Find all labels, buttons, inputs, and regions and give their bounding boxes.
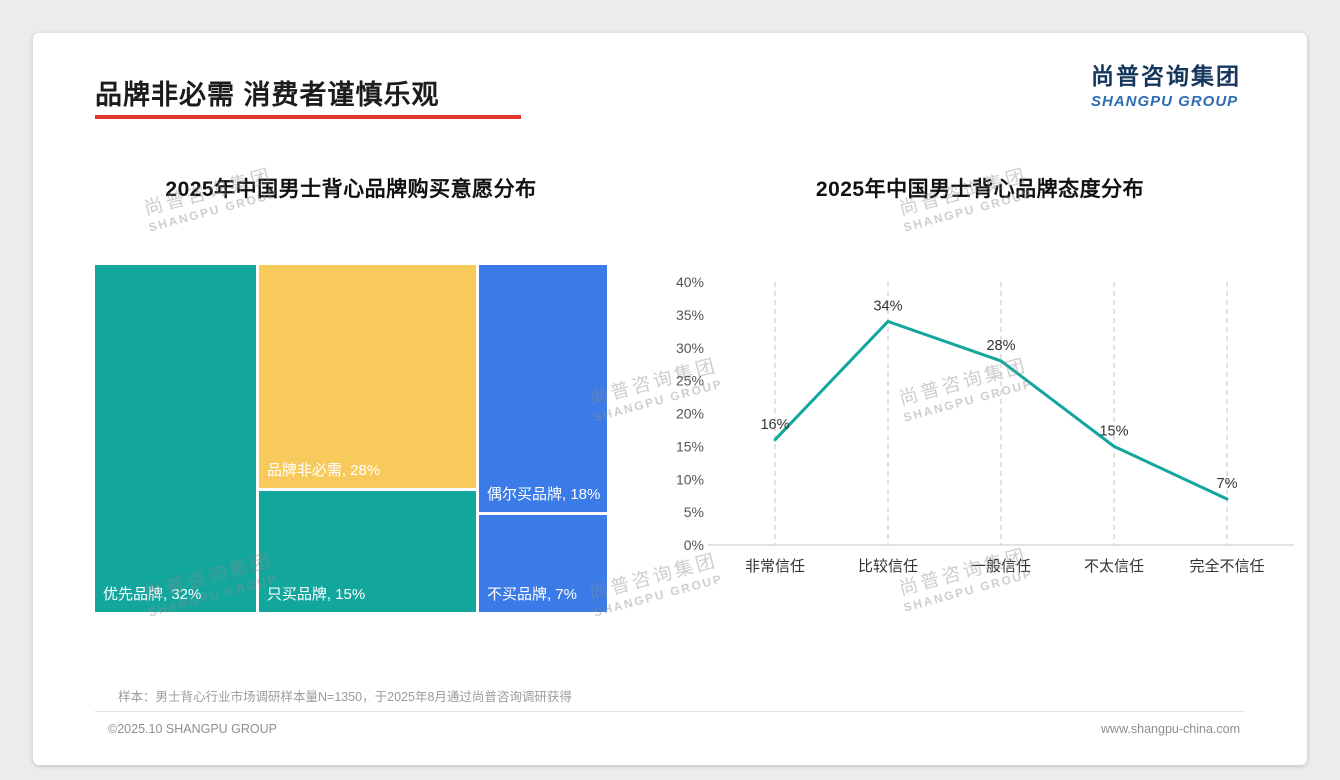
x-category-label: 完全不信任	[1189, 557, 1264, 575]
footer-divider	[95, 711, 1245, 712]
treemap-block-2: 偶尔买品牌, 18%	[479, 265, 607, 512]
y-tick-label: 30%	[676, 340, 704, 356]
title-underline	[95, 115, 521, 119]
data-point-label: 16%	[760, 417, 789, 433]
data-point-label: 15%	[1099, 423, 1128, 439]
treemap-block-3: 只买品牌, 15%	[258, 490, 476, 612]
trend-line	[773, 319, 1229, 501]
page-title: 品牌非必需 消费者谨慎乐观	[95, 80, 440, 110]
slide-card: 品牌非必需 消费者谨慎乐观 尚普咨询集团 SHANGPU GROUP 2025年…	[33, 33, 1307, 765]
data-point-label: 7%	[1217, 476, 1238, 492]
company-logo: 尚普咨询集团 SHANGPU GROUP	[1091, 57, 1241, 110]
y-tick-label: 40%	[676, 274, 704, 290]
treemap-block-label: 偶尔买品牌, 18%	[487, 485, 601, 503]
treemap-block-label: 不买品牌, 7%	[487, 585, 578, 603]
y-tick-label: 25%	[676, 373, 704, 389]
y-tick-label: 15%	[676, 438, 704, 454]
treemap-block-label: 优先品牌, 32%	[103, 585, 202, 603]
data-point-label: 28%	[986, 338, 1015, 354]
treemap-chart: 优先品牌, 32% 品牌非必需, 28% 只买品牌, 15% 偶尔买品牌, 18% 不买…	[95, 265, 607, 612]
y-tick-label: 10%	[676, 471, 704, 487]
y-tick-label: 20%	[676, 406, 704, 422]
y-tick-label: 35%	[676, 307, 704, 323]
y-tick-label: 5%	[684, 504, 704, 520]
x-category-label: 一般信任	[971, 558, 1031, 575]
data-point-label: 34%	[873, 298, 902, 314]
treemap-block-1: 品牌非必需, 28%	[258, 265, 476, 488]
footer-copyright: ©2025.10 SHANGPU GROUP	[108, 722, 277, 736]
treemap-block-label: 只买品牌, 15%	[266, 585, 366, 603]
logo-cn-text: 尚普咨询集团	[1091, 63, 1241, 89]
treemap-block-0: 优先品牌, 32%	[95, 265, 256, 612]
x-category-label: 比较信任	[858, 557, 918, 575]
line-chart-svg: 0% 5% 10% 15% 20% 25% 30% 35% 40% 非常信任 比较信任 一般信任 不太信…	[676, 274, 1294, 575]
logo-en-text: SHANGPU GROUP	[1091, 93, 1239, 110]
treemap-chart-title: 2025年中国男士背心品牌购买意愿分布	[165, 178, 537, 201]
line-chart-title: 2025年中国男士背心品牌态度分布	[815, 178, 1145, 201]
footer-website: www.shangpu-china.com	[1101, 722, 1240, 736]
x-category-label: 非常信任	[745, 558, 805, 575]
y-tick-label: 0%	[684, 537, 704, 553]
sample-note: 样本：男士背心行业市场调研样本量N=1350，于2025年8月通过尚普咨询调研获…	[118, 690, 572, 704]
treemap-block-4: 不买品牌, 7%	[479, 514, 607, 612]
treemap-block-label: 品牌非必需, 28%	[266, 461, 381, 479]
x-category-label: 不太信任	[1084, 558, 1144, 575]
